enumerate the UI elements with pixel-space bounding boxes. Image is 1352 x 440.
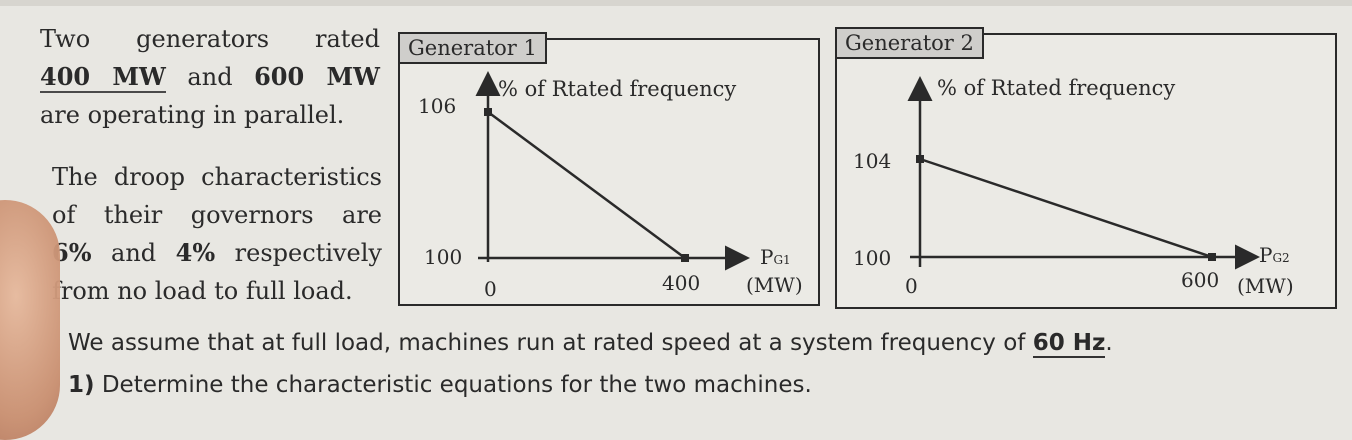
question-number: 1) — [68, 372, 95, 398]
generator2-droop-plot: % of Rtated frequency 104 100 0 600 PG2 … — [853, 76, 1294, 298]
y-axis-label: % of Rtated frequency — [937, 76, 1175, 100]
x-tick-full: 400 — [662, 271, 700, 295]
text-line: from no load to full load. — [52, 277, 353, 305]
text-line: of their governors are — [52, 201, 382, 229]
x-tick-zero: 0 — [484, 277, 497, 301]
text-line: Two generators rated — [40, 25, 380, 53]
point-marker — [484, 108, 492, 116]
generator2-diagram: Generator 2 % of Rtated frequency 104 10… — [835, 27, 1337, 309]
y-tick-low: 100 — [424, 245, 462, 269]
text-line: are operating in parallel. — [40, 101, 345, 129]
droop-4pct: 4% — [175, 238, 216, 267]
droop-line — [919, 157, 1213, 259]
finger-in-photo — [0, 200, 60, 440]
question-1: 1) Determine the characteristic equation… — [68, 372, 812, 398]
text-fragment: We assume that at full load, machines ru… — [68, 330, 1033, 356]
x-tick-full: 600 — [1181, 268, 1219, 292]
text-line: 400 MW and 600 MW — [40, 58, 380, 96]
x-axis-unit: (MW) — [1237, 274, 1294, 298]
x-axis-label: PG1 — [760, 245, 791, 269]
text-fragment: . — [1105, 330, 1113, 356]
point-marker — [681, 254, 689, 262]
y-tick-high: 106 — [418, 94, 456, 118]
generator1-tag: Generator 1 — [398, 32, 547, 64]
x-axis-label: PG2 — [1259, 243, 1290, 267]
droop-line — [487, 110, 686, 260]
y-axis-label: % of Rtated frequency — [498, 77, 736, 101]
text-fragment: and — [91, 239, 176, 267]
text-fragment: and — [165, 63, 255, 91]
generator1-diagram: Generator 1 % of Rtated frequency 106 10… — [398, 32, 820, 306]
point-marker — [1208, 253, 1216, 261]
top-edge — [0, 0, 1352, 6]
y-tick-low: 100 — [853, 246, 891, 270]
generator-ratings-paragraph: Two generators rated 400 MW and 600 MW a… — [40, 20, 380, 134]
generator1-droop-plot: % of Rtated frequency 106 100 0 400 PG1 … — [418, 71, 803, 301]
x-tick-zero: 0 — [905, 274, 918, 298]
assumption-sentence: We assume that at full load, machines ru… — [68, 330, 1113, 358]
x-axis-unit: (MW) — [746, 273, 803, 297]
system-frequency: 60 Hz — [1032, 330, 1106, 358]
rating-400mw: 400 MW — [40, 62, 166, 93]
y-tick-high: 104 — [853, 149, 891, 173]
text-line: The droop characteristics — [52, 163, 382, 191]
rating-600mw: 600 MW — [254, 62, 380, 91]
generator2-tag: Generator 2 — [835, 27, 984, 59]
text-line: 6% and 4% respectively — [52, 234, 382, 272]
text-fragment: respectively — [215, 239, 382, 267]
droop-paragraph: The droop characteristics of their gover… — [52, 158, 382, 310]
point-marker — [916, 155, 924, 163]
question-text: Determine the characteristic equations f… — [94, 372, 812, 398]
